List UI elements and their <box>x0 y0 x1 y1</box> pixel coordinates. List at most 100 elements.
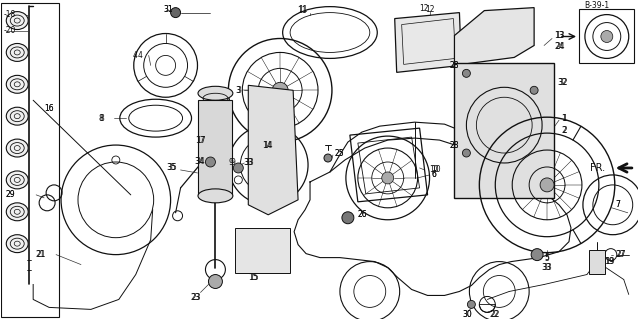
Text: 22: 22 <box>490 310 500 319</box>
Text: 30: 30 <box>463 310 472 319</box>
Text: 19: 19 <box>604 257 613 266</box>
Text: 16: 16 <box>44 104 54 113</box>
Circle shape <box>463 149 470 157</box>
Text: 28: 28 <box>449 61 459 70</box>
Text: 5: 5 <box>544 254 550 263</box>
Text: 9: 9 <box>231 158 235 167</box>
Text: 27: 27 <box>617 250 626 259</box>
Text: 10: 10 <box>429 165 439 174</box>
Text: 26: 26 <box>358 210 367 219</box>
Circle shape <box>467 300 475 308</box>
Text: 32: 32 <box>557 78 567 87</box>
Polygon shape <box>395 12 461 72</box>
Text: 15: 15 <box>249 273 258 282</box>
Circle shape <box>171 8 181 18</box>
Text: 28: 28 <box>449 140 459 149</box>
Text: 27: 27 <box>616 250 626 259</box>
Bar <box>199 100 233 195</box>
Text: 24: 24 <box>555 42 565 51</box>
Text: 25: 25 <box>335 148 344 157</box>
Circle shape <box>540 178 554 192</box>
Text: 33: 33 <box>542 263 552 272</box>
Text: 15: 15 <box>249 273 259 282</box>
Text: 2: 2 <box>562 126 567 135</box>
Text: 14: 14 <box>263 140 273 149</box>
Polygon shape <box>454 8 534 65</box>
Bar <box>1 3 59 317</box>
Circle shape <box>601 30 613 43</box>
Text: 12: 12 <box>426 5 435 14</box>
Text: 33: 33 <box>541 263 551 272</box>
Text: 7: 7 <box>616 200 620 209</box>
Circle shape <box>342 212 354 224</box>
Text: 6: 6 <box>431 171 436 180</box>
Ellipse shape <box>6 203 28 221</box>
Text: 10: 10 <box>431 165 441 174</box>
Text: 25: 25 <box>335 148 344 157</box>
Text: 17: 17 <box>196 136 205 145</box>
Ellipse shape <box>198 189 233 203</box>
Circle shape <box>272 82 288 98</box>
Ellipse shape <box>6 75 28 93</box>
Ellipse shape <box>6 235 28 252</box>
Text: 16: 16 <box>44 104 54 113</box>
Text: 29: 29 <box>5 190 15 199</box>
Text: 2: 2 <box>561 126 566 135</box>
Circle shape <box>233 163 243 173</box>
Circle shape <box>531 249 543 260</box>
Text: 5: 5 <box>544 253 550 262</box>
Text: 17: 17 <box>197 136 206 145</box>
Text: 13: 13 <box>555 31 565 40</box>
Text: FR.: FR. <box>590 163 605 173</box>
Circle shape <box>530 86 538 94</box>
Circle shape <box>324 154 332 162</box>
Circle shape <box>208 275 222 288</box>
Text: 23: 23 <box>190 293 200 302</box>
Text: 1: 1 <box>562 114 567 123</box>
Text: 32: 32 <box>558 78 567 87</box>
Text: 14: 14 <box>262 140 272 149</box>
Circle shape <box>381 172 394 184</box>
Text: -18: -18 <box>3 10 15 19</box>
Text: 8: 8 <box>99 114 104 123</box>
Text: 26: 26 <box>358 210 367 219</box>
Polygon shape <box>249 85 298 215</box>
Text: 30: 30 <box>463 310 472 319</box>
Text: 33: 33 <box>243 158 253 167</box>
Text: 28: 28 <box>449 61 459 70</box>
Text: 13: 13 <box>554 31 564 40</box>
Ellipse shape <box>6 107 28 125</box>
Text: 23: 23 <box>192 293 201 302</box>
Text: 3: 3 <box>236 86 241 95</box>
Text: 1: 1 <box>561 114 566 123</box>
Text: 34: 34 <box>194 157 204 166</box>
Text: 6: 6 <box>431 171 436 180</box>
Ellipse shape <box>6 44 28 61</box>
Text: 8: 8 <box>100 114 105 123</box>
Text: B-39-1: B-39-1 <box>584 1 609 10</box>
Text: 33: 33 <box>244 158 254 167</box>
Text: 11: 11 <box>297 6 307 15</box>
Text: 35: 35 <box>167 164 176 172</box>
Text: 21: 21 <box>36 250 45 259</box>
Bar <box>579 9 634 63</box>
Ellipse shape <box>6 12 28 29</box>
Text: 22: 22 <box>489 310 499 319</box>
Text: 31: 31 <box>164 5 173 14</box>
Text: 4: 4 <box>133 51 137 60</box>
Text: 28: 28 <box>449 140 459 149</box>
Circle shape <box>463 69 470 77</box>
Text: 11: 11 <box>298 5 307 14</box>
Text: 12: 12 <box>420 4 429 13</box>
Bar <box>235 228 290 273</box>
Bar <box>589 250 605 274</box>
Text: 29: 29 <box>5 190 15 199</box>
Text: 34: 34 <box>196 157 205 166</box>
Ellipse shape <box>6 171 28 189</box>
Text: -20: -20 <box>3 26 16 35</box>
Text: 3: 3 <box>235 86 240 95</box>
Circle shape <box>206 157 215 167</box>
Text: 24: 24 <box>554 42 564 51</box>
Ellipse shape <box>198 86 233 100</box>
Text: 4: 4 <box>138 51 142 60</box>
